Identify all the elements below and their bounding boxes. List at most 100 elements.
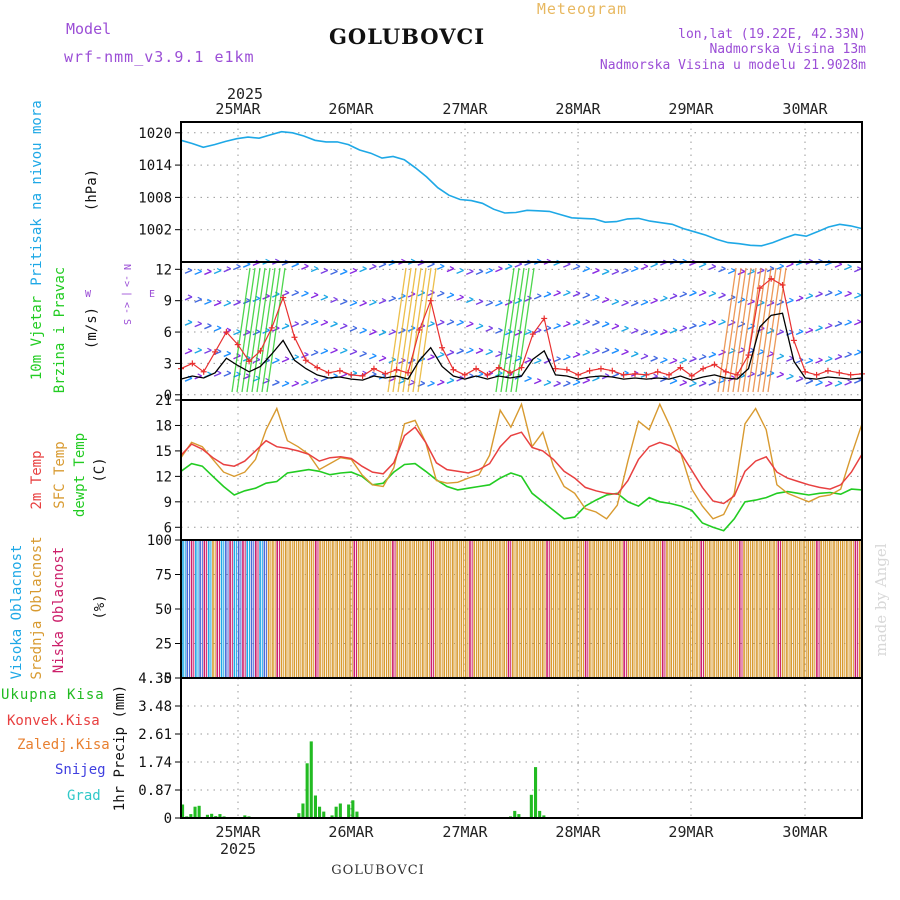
wind-arrow — [669, 359, 678, 365]
wind-arrow-head — [488, 267, 493, 271]
legend-frozen-precip: Zaledj.Kisa — [17, 737, 110, 753]
top-year-label: 2025 — [227, 85, 263, 103]
wind-arrow — [213, 327, 222, 332]
wind-arrow-head — [536, 327, 542, 331]
wind-arrow-head — [294, 380, 299, 384]
wind-arrow — [466, 270, 474, 276]
wind-arrow-head — [197, 347, 202, 351]
wind-arrow-head — [459, 348, 464, 352]
wind-arrow-head — [410, 291, 416, 295]
wind-arrow — [708, 381, 717, 386]
wind-arrow — [184, 269, 193, 274]
wind-arrow — [854, 268, 862, 273]
wind-arrow-head — [488, 370, 493, 374]
wind-arrow — [427, 291, 435, 297]
wind-arrow-head — [352, 325, 358, 329]
compass-bar: | — [121, 291, 132, 297]
precip-legend: Ukupna Kisa Konvek.Kisa Zaledj.Kisa Snij… — [1, 685, 128, 811]
wind-arrow-head — [663, 357, 668, 361]
wind-streak — [505, 267, 525, 393]
wind-arrow — [650, 331, 658, 336]
bottom-date-28mar: 28MAR — [555, 823, 601, 841]
wind-arrow — [213, 372, 222, 377]
wind-arrow-head — [478, 347, 484, 351]
pressure-ytick-label: 1014 — [138, 158, 172, 174]
wind-arrow — [301, 321, 309, 326]
wind-arrow — [320, 350, 329, 355]
cloud-ylabel-3: Niska Oblacnost — [51, 547, 67, 673]
wind-arrow — [698, 322, 707, 328]
temp-ylabel-1: 2m Temp — [29, 450, 45, 509]
wind-arrow — [708, 292, 717, 298]
precip-bar — [193, 806, 197, 818]
wind-arrow — [776, 373, 784, 378]
top-date-26mar: 26MAR — [328, 100, 374, 118]
bottom-date-27mar: 27MAR — [442, 823, 488, 841]
wind-arrow-head — [381, 355, 387, 359]
wind-arrow — [194, 322, 202, 328]
wind-arrow-head — [207, 323, 212, 327]
wind-arrow — [369, 355, 377, 360]
wind-arrow — [592, 269, 600, 275]
wind-arrow — [320, 296, 329, 301]
wind-arrow — [611, 270, 620, 276]
wind-arrow — [582, 351, 590, 356]
wind-arrow — [485, 350, 493, 356]
wind-arrow — [291, 382, 299, 387]
wind-arrow — [815, 359, 823, 364]
wind-arrow — [446, 379, 455, 384]
wind-arrow — [824, 292, 833, 297]
wind-arrow-head — [333, 296, 338, 300]
wind-arrow — [301, 292, 309, 297]
wind-streak — [737, 267, 757, 393]
wind-arrow-head — [245, 329, 251, 333]
precip-bar — [529, 794, 533, 818]
wind-arrow — [330, 298, 338, 303]
wind-arrow-head — [216, 370, 222, 374]
wind-arrow — [330, 349, 338, 354]
bottom-year-label: 2025 — [220, 840, 256, 858]
wind-arrow-head — [633, 300, 639, 304]
wind-arrow-head — [614, 298, 620, 303]
wind-arrow — [679, 359, 687, 364]
wind-arrow-head — [313, 349, 319, 353]
wind-arrow — [766, 329, 775, 335]
compass-e: E — [149, 289, 155, 300]
wind-arrow-head — [818, 325, 823, 329]
wind-arrow — [834, 263, 843, 268]
wind-arrow — [679, 327, 687, 332]
temperature-ytick-label: 15 — [155, 444, 172, 460]
wind-arrow — [436, 353, 445, 359]
wind-arrow — [805, 329, 814, 334]
wind-arrow-head — [352, 370, 358, 374]
wind-arrow — [563, 382, 571, 387]
wind-arrow — [446, 294, 455, 299]
wind-arrow — [630, 353, 639, 358]
wind-arrow — [204, 325, 212, 330]
wind-arrow-head — [187, 294, 193, 298]
wind-arrow — [184, 377, 193, 382]
pressure-line — [180, 130, 863, 247]
wind-arrow — [679, 293, 687, 298]
wind-arrow — [242, 331, 251, 336]
wind-streak — [236, 267, 256, 393]
wind-arrow-head — [692, 323, 697, 327]
wind-streak — [747, 267, 767, 393]
precip-bar — [243, 815, 247, 818]
wind-arrow — [747, 373, 755, 378]
wind-arrow — [427, 382, 435, 387]
wind-arrow-head — [469, 268, 474, 272]
wind-arrow-head — [420, 380, 426, 384]
temperature-ytick-label: 12 — [155, 469, 172, 485]
wind-arrow-head — [197, 268, 202, 272]
wind-arrow-head — [721, 319, 726, 323]
wind-arrow-head — [818, 291, 823, 295]
wind-arrow-head — [808, 378, 814, 382]
wind-arrow — [456, 350, 464, 355]
wind-arrow-head — [672, 357, 678, 361]
wind-arrow — [281, 325, 290, 330]
wind-arrow-head — [372, 299, 377, 303]
wind-arrow-head — [284, 290, 290, 294]
wind-arrow — [310, 379, 319, 385]
compass-arrow-up: <- — [121, 302, 132, 314]
